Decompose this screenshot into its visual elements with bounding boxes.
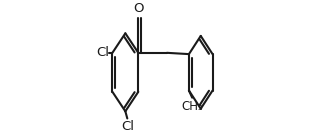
Text: Cl: Cl (96, 46, 109, 59)
Text: CH₃: CH₃ (181, 100, 203, 113)
Text: O: O (133, 2, 144, 15)
Text: Cl: Cl (121, 120, 134, 133)
